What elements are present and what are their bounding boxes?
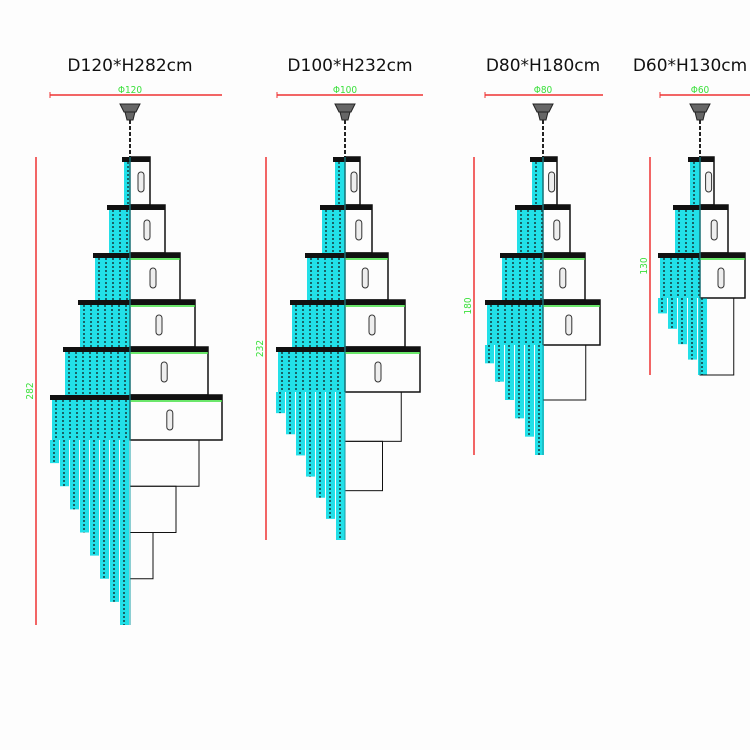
- crystal-cascade: [326, 392, 335, 519]
- crystal-cascade: [276, 392, 285, 414]
- lower-frame: [542, 344, 587, 401]
- crystal-strands: [124, 162, 130, 205]
- tier-ring: [333, 157, 360, 162]
- candle-bulb-icon: [355, 219, 363, 241]
- crystal-cascade: [505, 345, 514, 400]
- chandelier-4: Φ60 130: [639, 85, 750, 376]
- tier-ring: [688, 157, 714, 162]
- crystal-cascade: [296, 392, 305, 456]
- lower-frame: [344, 391, 402, 442]
- candle-bulb-icon: [143, 219, 151, 241]
- candle-bulb-icon: [368, 314, 376, 336]
- tier-ring: [93, 253, 180, 258]
- lower-frame: [129, 485, 177, 533]
- tier-ring: [658, 253, 745, 258]
- tier-ring: [50, 395, 222, 400]
- crystal-strands: [660, 258, 700, 298]
- diameter-label: Φ100: [333, 85, 358, 96]
- chandelier-3: Φ80 180: [463, 85, 603, 455]
- chandelier-1: Φ120 282: [25, 85, 223, 625]
- crystal-cascade: [70, 440, 79, 510]
- candle-bulb-icon: [565, 314, 573, 336]
- crystal-strands: [690, 162, 700, 205]
- candle-bulb-icon: [374, 361, 382, 383]
- candle-bulb-icon: [559, 267, 567, 289]
- height-label: 130: [639, 257, 650, 274]
- crystal-cascade: [535, 345, 544, 455]
- candle-bulb-icon: [166, 409, 174, 431]
- tier-ring: [305, 253, 388, 258]
- crystal-strands: [532, 162, 543, 205]
- canopy-icon: [689, 103, 711, 121]
- crystal-cascade: [658, 298, 667, 314]
- crystal-cascade: [698, 298, 707, 375]
- crystal-strands: [278, 352, 345, 392]
- height-label: 180: [463, 297, 474, 314]
- crystal-cascade: [688, 298, 697, 360]
- candle-bulb-icon: [553, 219, 561, 241]
- tier-ring: [107, 205, 165, 210]
- crystal-cascade: [80, 440, 89, 533]
- tier-ring: [63, 347, 208, 352]
- candle-bulb-icon: [548, 171, 556, 193]
- candle-bulb-icon: [705, 171, 713, 193]
- candle-bulb-icon: [155, 314, 163, 336]
- model-title-1: D120*H282cm: [67, 56, 193, 76]
- tier-ring: [290, 300, 405, 305]
- crystal-strands: [502, 258, 543, 300]
- lower-frame: [129, 532, 154, 580]
- tier-frame: [129, 346, 209, 396]
- tier-ring: [320, 205, 372, 210]
- crystal-cascade: [306, 392, 315, 477]
- crystal-strands: [487, 305, 543, 345]
- model-title-3: D80*H180cm: [485, 56, 601, 76]
- crystal-strands: [292, 305, 345, 347]
- canopy-icon: [532, 103, 554, 121]
- crystal-cascade: [50, 440, 59, 464]
- candle-bulb-icon: [717, 267, 725, 289]
- diameter-label: Φ80: [534, 85, 553, 96]
- crystal-cascade: [678, 298, 687, 345]
- height-label: 232: [255, 340, 266, 357]
- lower-frame: [344, 440, 383, 492]
- lower-frame: [129, 439, 200, 487]
- diameter-label: Φ120: [118, 85, 143, 96]
- crystal-cascade: [60, 440, 69, 487]
- diameter-label: Φ60: [691, 85, 710, 96]
- canopy-icon: [119, 103, 141, 121]
- model-title-2: D100*H232cm: [287, 56, 413, 76]
- candle-bulb-icon: [137, 171, 145, 193]
- candle-bulb-icon: [350, 171, 358, 193]
- tier-ring: [276, 347, 420, 352]
- crystal-cascade: [668, 298, 677, 329]
- candle-bulb-icon: [149, 267, 157, 289]
- crystal-cascade: [495, 345, 504, 382]
- canopy-icon: [334, 103, 356, 121]
- candle-bulb-icon: [160, 361, 168, 383]
- tier-ring: [122, 157, 150, 162]
- tier-ring: [78, 300, 195, 305]
- chandelier-2: Φ100 232: [255, 85, 423, 540]
- candle-bulb-icon: [710, 219, 718, 241]
- candle-bulb-icon: [361, 267, 369, 289]
- model-title-4: D60*H130cm: [632, 56, 748, 76]
- height-label: 282: [25, 382, 36, 399]
- crystal-strands: [335, 162, 345, 205]
